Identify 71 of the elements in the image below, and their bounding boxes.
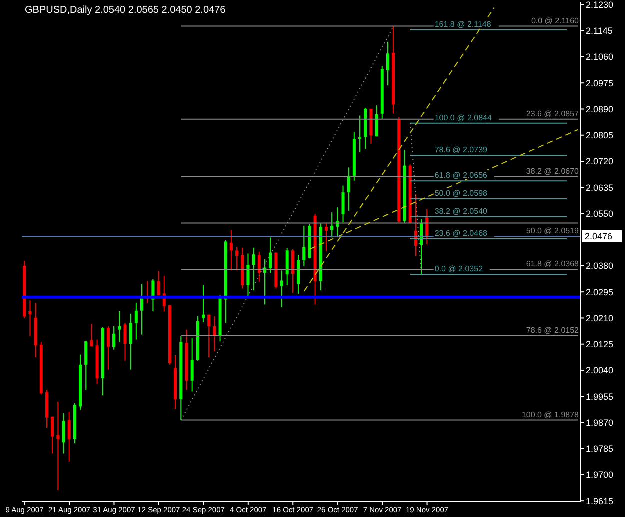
y-tick-label: 2.0380 [586, 261, 614, 272]
y-tick-label: 1.9700 [586, 470, 614, 480]
candlestick [84, 340, 88, 391]
candlestick [124, 322, 127, 362]
y-tick-label: 2.0550 [586, 208, 614, 219]
series-label: 0.0 @ 2.1160 [531, 16, 580, 26]
y-tick-label: 1.9785 [586, 444, 614, 454]
candlestick [342, 185, 345, 224]
y-tick-label: 1.9615 [586, 496, 614, 506]
y-tick-label: 2.0295 [586, 287, 614, 298]
candlestick [56, 401, 60, 491]
candlestick [208, 314, 211, 358]
candlestick [302, 226, 306, 267]
series-label: 78.6 @ 2.0739 [434, 146, 488, 155]
series-label: 50.0 @ 2.0598 [434, 188, 488, 198]
candlestick [106, 326, 110, 370]
candlestick [28, 300, 32, 337]
candlestick [236, 246, 239, 272]
candlestick [62, 412, 66, 454]
y-tick-label: 1.9870 [586, 418, 614, 428]
y-tick-label: 2.0040 [586, 366, 614, 376]
candlestick [213, 316, 216, 352]
candlestick [190, 338, 194, 392]
y-tick-label: 2.0635 [586, 182, 614, 193]
candlestick [291, 248, 294, 294]
series-label: 0.0 @ 2.0352 [434, 264, 484, 274]
candlestick [358, 115, 362, 153]
candlestick [330, 212, 334, 238]
series-label: 23.6 @ 2.0857 [526, 109, 580, 118]
candlestick [269, 237, 272, 274]
candlestick [112, 326, 116, 350]
candlestick [118, 310, 122, 343]
candlestick [252, 247, 256, 292]
y-tick-label: 2.0805 [586, 130, 614, 141]
candlestick [286, 248, 289, 286]
series-label: 78.6 @ 2.0152 [526, 326, 580, 336]
series-label: 38.2 @ 2.0670 [526, 166, 580, 176]
candlestick [230, 230, 233, 272]
series-label: 23.6 @ 2.0468 [434, 228, 488, 238]
y-tick-label: 2.0125 [586, 340, 614, 350]
candlestick [297, 254, 300, 294]
series-label: 61.8 @ 2.0368 [526, 260, 580, 269]
y-tick-label: 2.0890 [586, 104, 614, 114]
candlestick [258, 251, 261, 282]
series-label: 61.8 @ 2.0656 [434, 171, 488, 180]
y-tick-label: 2.0210 [586, 313, 614, 324]
series-label: 100.0 @ 2.0844 [434, 113, 492, 122]
chart-title: GBPUSD,Daily 2.0540 2.0565 2.0450 2.0476 [25, 5, 226, 16]
candlestick [386, 41, 390, 86]
y-tick-label: 2.1060 [586, 52, 614, 62]
series-label: 161.8 @ 2.1148 [434, 20, 492, 29]
ref-line-label: 2.0476 [585, 231, 613, 242]
candlestick [134, 302, 138, 340]
y-tick-label: 2.0975 [586, 78, 614, 88]
series-label: 100.0 @ 1.9878 [522, 410, 580, 420]
candlestick [280, 270, 284, 308]
candlestick [129, 313, 132, 370]
y-tick-label: 1.9955 [586, 392, 614, 402]
candlestick [246, 253, 250, 298]
y-tick-label: 2.1230 [586, 0, 614, 10]
candlestick [324, 222, 328, 252]
candlestick [157, 270, 160, 296]
y-tick-label: 2.0720 [586, 156, 614, 167]
series-label: 38.2 @ 2.0540 [434, 206, 488, 216]
candlestick [51, 416, 54, 454]
candlestick [347, 167, 350, 212]
y-tick-label: 2.1145 [586, 26, 613, 36]
candlestick [68, 411, 71, 463]
candlestick [375, 105, 378, 138]
series-label: 50.0 @ 2.0519 [526, 226, 580, 236]
candlestick [90, 324, 94, 347]
